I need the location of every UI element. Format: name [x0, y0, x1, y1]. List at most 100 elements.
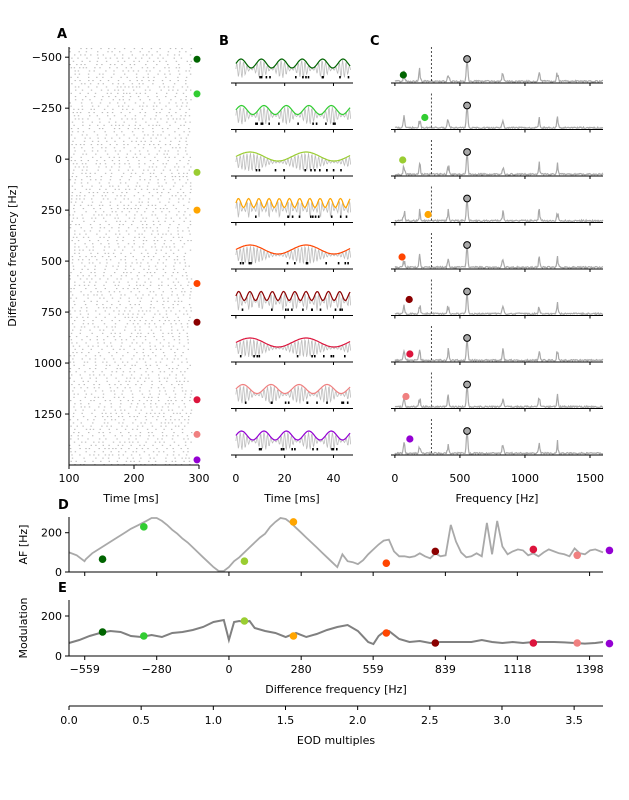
raster-spike [85, 211, 87, 213]
raster-spike [106, 416, 109, 418]
raster-spike [102, 307, 105, 309]
raster-spike [97, 150, 99, 152]
raster-spike [74, 99, 77, 101]
raster-spike [87, 419, 89, 421]
raster-spike [88, 80, 90, 82]
raster-spike [126, 118, 129, 120]
raster-spike [78, 118, 80, 120]
raster-spike [163, 451, 165, 453]
raster-spike [134, 153, 137, 155]
raster-spike [75, 176, 78, 178]
y-tick-label: 200 [41, 610, 62, 623]
raster-spike [177, 89, 179, 91]
raster-spike [174, 182, 176, 184]
raster-spike [112, 192, 114, 194]
raster-spike [121, 64, 123, 66]
cell-marker [573, 639, 582, 647]
raster-spike [178, 332, 181, 334]
raster-spike [104, 316, 106, 318]
raster-spike [168, 112, 170, 114]
raster-spike [190, 393, 192, 395]
raster-spike [149, 144, 151, 146]
raster-spike [124, 316, 126, 318]
raster-spike [160, 409, 163, 411]
raster-spike [184, 377, 186, 379]
raster-spike [118, 380, 120, 382]
raster-spike [104, 288, 106, 290]
raster-spike [171, 275, 173, 277]
raster-spike [83, 364, 85, 366]
raster-spike [153, 336, 155, 338]
raster-spike [184, 252, 187, 254]
raster-spike [152, 332, 155, 334]
raster-spike [188, 115, 191, 117]
raster-spike [82, 67, 85, 69]
spike-tick [307, 76, 310, 79]
raster-spike [132, 323, 135, 325]
raster-spike [130, 201, 132, 203]
raster-spike [73, 380, 75, 382]
raster-spike [173, 339, 176, 341]
raster-spike [136, 352, 138, 354]
raster-spike [124, 428, 127, 430]
raster-spike [79, 454, 81, 456]
raster-spike [190, 409, 193, 411]
raster-spike [123, 208, 125, 210]
raster-spike [162, 57, 164, 59]
raster-spike [113, 310, 115, 312]
raster-spike [156, 121, 159, 123]
raster-spike [97, 252, 99, 254]
raster-spike [108, 291, 110, 293]
raster-spike [129, 304, 132, 306]
raster-spike [83, 300, 86, 302]
raster-spike [156, 406, 158, 408]
raster-spike [190, 182, 192, 184]
raster-spike [153, 60, 155, 62]
raster-spike [133, 355, 135, 357]
raster-spike [114, 96, 117, 98]
x-tick-label: 0 [391, 472, 398, 485]
raster-spike [119, 348, 121, 350]
raster-spike [121, 412, 123, 414]
raster-spike [167, 422, 170, 424]
raster-spike [102, 457, 104, 459]
raster-spike [70, 201, 73, 203]
raster-spike [120, 358, 122, 360]
raster-spike [154, 156, 156, 158]
raster-spike [103, 358, 106, 360]
raster-spike [132, 441, 134, 443]
raster-spike [113, 147, 116, 149]
raster-spike [99, 236, 101, 238]
raster-spike [80, 160, 83, 162]
raster-spike [127, 70, 130, 72]
raster-spike [149, 345, 151, 347]
raster-spike [173, 243, 175, 245]
raster-spike [148, 454, 150, 456]
raster-spike [139, 336, 142, 338]
raster-spike [119, 182, 122, 184]
raster-spike [103, 409, 105, 411]
raster-spike [166, 92, 168, 94]
raster-spike [163, 412, 165, 414]
raster-spike [148, 435, 150, 437]
raster-spike [137, 441, 139, 443]
raster-spike [149, 307, 152, 309]
raster-spike [141, 393, 144, 395]
raster-spike [190, 89, 192, 91]
raster-spike [134, 172, 137, 174]
raster-spike [74, 118, 77, 120]
raster-spike [113, 131, 115, 133]
raster-spike [96, 60, 99, 62]
raster-spike [114, 272, 116, 274]
raster-spike [144, 156, 146, 158]
raster-spike [181, 86, 184, 88]
raster-spike [155, 428, 157, 430]
raster-spike [87, 236, 90, 238]
raster-spike [172, 252, 175, 254]
x-axis-label: Frequency [Hz] [456, 492, 539, 505]
raster-spike [78, 166, 80, 168]
raster-spike [171, 438, 174, 440]
raster-spike [169, 444, 172, 446]
beat-envelope [235, 430, 351, 441]
raster-spike [114, 217, 116, 219]
